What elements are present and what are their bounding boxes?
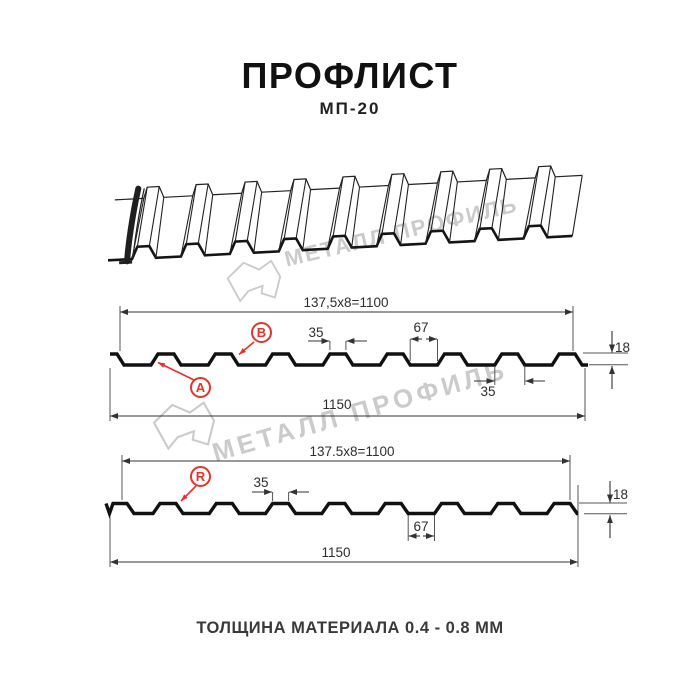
dim-rib-bottom-width-top: 35 xyxy=(480,384,496,399)
profile-model-subtitle: МП-20 xyxy=(319,99,381,118)
page-title: ПРОФЛИСТ xyxy=(241,55,459,96)
callout-r-badge: R xyxy=(190,466,211,487)
section2-dimension-arrows xyxy=(110,458,613,565)
material-thickness-note: ТОЛЩИНА МАТЕРИАЛА 0.4 - 0.8 ММ xyxy=(196,619,504,637)
dim-valley-width-top: 67 xyxy=(413,320,429,335)
dim-height-top: 18 xyxy=(615,340,631,355)
dim-coverage-width-top: 137,5x8=1100 xyxy=(303,295,389,310)
section2-profile xyxy=(104,501,579,519)
dim-valley-width-bottom: 67 xyxy=(413,519,429,534)
dim-coverage-width-bottom: 137.5x8=1100 xyxy=(309,444,395,459)
section1-dimension-lines xyxy=(109,306,628,421)
sheet-3d-view xyxy=(107,165,583,265)
dim-overall-width-bottom: 1150 xyxy=(321,545,351,560)
section2-callout-leaders xyxy=(180,485,197,502)
section1-callout-leaders xyxy=(157,341,255,381)
dim-rib-top-width-top: 35 xyxy=(308,325,324,340)
callout-b-badge: B xyxy=(251,322,272,343)
dim-height-bottom: 18 xyxy=(613,487,629,502)
section2-dimension-lines xyxy=(109,455,627,567)
dim-overall-width-top: 1150 xyxy=(322,397,352,412)
callout-a-badge: A xyxy=(190,377,211,398)
section1-profile xyxy=(110,352,588,367)
watermark-logo xyxy=(152,259,282,451)
section1-dimension-arrows xyxy=(110,309,615,419)
dim-rib-top-width-bottom: 35 xyxy=(253,475,269,490)
